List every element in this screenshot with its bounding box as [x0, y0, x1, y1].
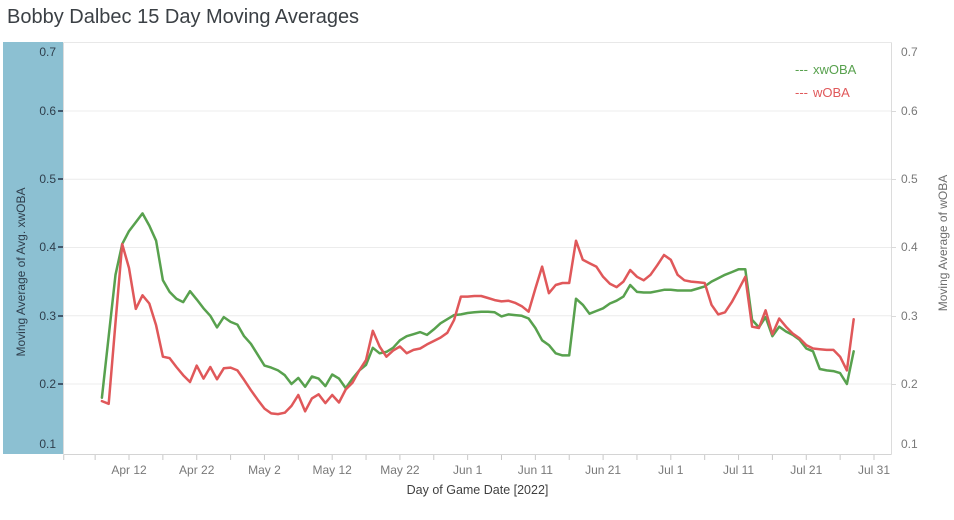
left-axis-tick-mark	[58, 314, 63, 317]
legend-line-sample: ---	[795, 85, 808, 100]
left-axis-tick-label: 0.3	[39, 308, 56, 323]
right-axis-tick-label: 0.1	[901, 437, 918, 451]
left-axis-tick-label: 0.2	[39, 377, 56, 392]
right-axis-tick-label: 0.3	[901, 308, 918, 323]
left-axis-title: Moving Average of Avg. xwOBA	[14, 187, 28, 357]
legend: --- xwOBA --- wOBA	[795, 61, 856, 101]
x-axis-tick-label: Jun 21	[585, 463, 622, 477]
x-axis-tick-label: May 22	[380, 463, 420, 477]
series-line-xwoba[interactable]	[100, 212, 855, 399]
left-axis-tick-label: 0.7	[39, 45, 56, 59]
left-axis-tick-mark	[58, 109, 63, 112]
right-axis-tick-mark	[891, 315, 896, 317]
left-axis-tick-mark	[58, 383, 63, 386]
legend-item-woba[interactable]: --- wOBA	[795, 84, 856, 101]
x-axis-tick-label: May 2	[248, 463, 281, 477]
right-axis-tick-label: 0.7	[901, 45, 918, 59]
right-axis-tick-label: 0.2	[901, 377, 918, 392]
right-axis-tick-label: 0.6	[901, 103, 918, 118]
right-axis-tick-mark	[891, 179, 896, 181]
left-axis-highlight-band[interactable]	[3, 42, 63, 454]
left-axis-tick-label: 0.6	[39, 103, 56, 118]
left-axis-tick-label: 0.5	[39, 172, 56, 187]
left-axis-tick-mark	[58, 246, 63, 249]
right-axis-tick-mark	[891, 384, 896, 386]
chart-title: Bobby Dalbec 15 Day Moving Averages	[7, 6, 360, 28]
legend-label: xwOBA	[813, 62, 857, 77]
left-axis-tick-label: 0.4	[39, 240, 56, 255]
left-axis-tick-mark	[58, 178, 63, 181]
x-axis-tick-label: Apr 22	[179, 463, 215, 477]
legend-item-xwoba[interactable]: --- xwOBA	[795, 61, 856, 78]
right-axis-tick-label: 0.5	[901, 172, 918, 187]
x-axis-tick-label: May 12	[312, 463, 352, 477]
x-axis-tick-label: Jul 11	[722, 463, 755, 477]
legend-label: wOBA	[813, 85, 850, 100]
legend-line-sample: ---	[795, 62, 808, 77]
x-axis-title: Day of Game Date [2022]	[406, 483, 549, 497]
x-axis-tick-label: Jun 1	[452, 463, 483, 477]
left-axis-tick-label: 0.1	[39, 437, 56, 451]
x-axis-tick-label: Jul 31	[857, 463, 890, 477]
x-axis-tick-label: Jul 1	[658, 463, 684, 477]
x-axis-tick-label: Jul 21	[790, 463, 823, 477]
right-axis-tick-mark	[891, 110, 896, 112]
x-axis-tick-label: Jun 11	[517, 463, 553, 477]
series-line-woba[interactable]	[100, 239, 855, 416]
right-axis-tick-label: 0.4	[901, 240, 918, 255]
plot-area[interactable]	[63, 42, 892, 461]
x-axis-tick-label: Apr 12	[111, 463, 147, 477]
right-axis-tick-mark	[891, 247, 896, 249]
